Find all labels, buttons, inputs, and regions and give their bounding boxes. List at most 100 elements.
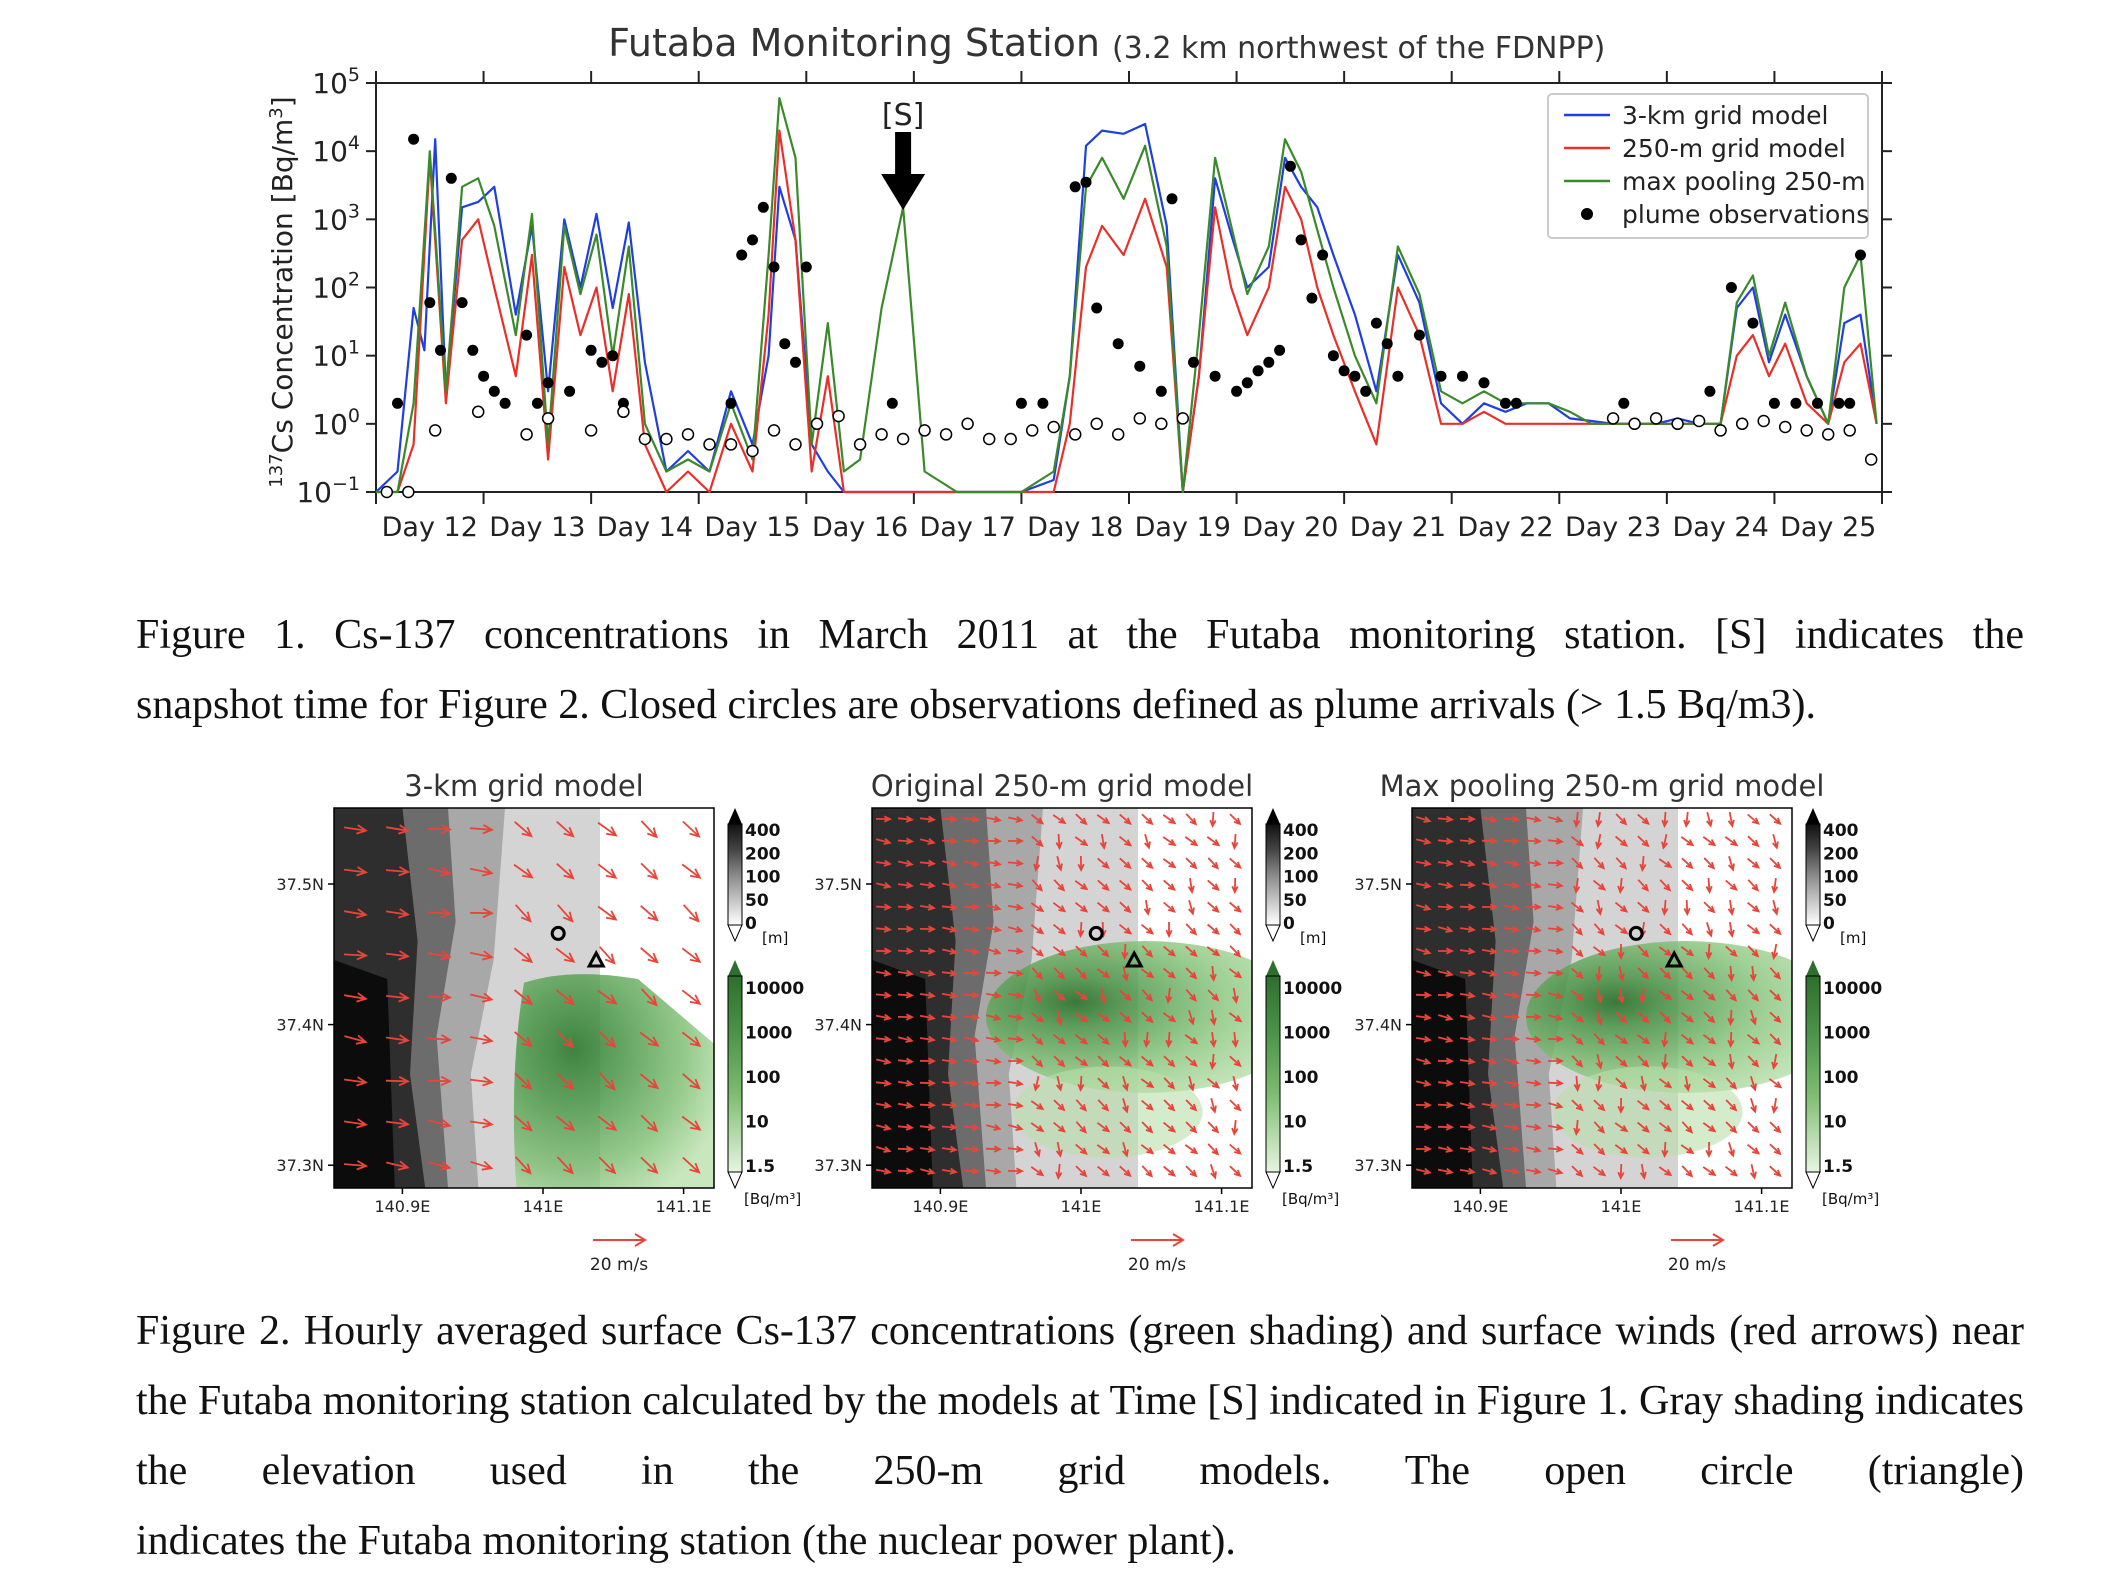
observation-point — [747, 234, 758, 246]
wind-arrow — [1481, 1123, 1498, 1131]
non-plume-point — [724, 438, 738, 451]
wind-arrow — [1141, 989, 1154, 1002]
wind-arrow — [343, 1160, 369, 1171]
wind-arrow — [1096, 1144, 1111, 1155]
wind-arrow — [1681, 1165, 1694, 1178]
wind-arrow — [1033, 1076, 1041, 1092]
observation-point — [542, 377, 554, 389]
figure1-caption: Figure 1. Cs-137 concentrations in March… — [136, 600, 2024, 740]
wind-arrow — [876, 1057, 892, 1065]
wind-arrow — [1008, 926, 1024, 933]
wind-arrow — [1637, 835, 1650, 848]
wind-arrow — [1099, 833, 1107, 850]
observation-point — [1413, 329, 1425, 341]
wind-arrow — [1614, 1122, 1629, 1133]
wind-arrow — [1163, 945, 1176, 957]
wind-arrow — [1681, 923, 1694, 936]
y-tick-label: 102 — [312, 269, 360, 305]
wind-arrow — [1459, 969, 1477, 977]
wind-arrow — [1702, 1166, 1717, 1177]
wind-arrow — [1771, 877, 1779, 894]
wind-arrow — [1162, 1012, 1177, 1023]
wind-arrow — [1231, 833, 1239, 851]
wind-arrow — [963, 1036, 980, 1043]
non-plume-point — [1606, 412, 1620, 425]
wind-arrow — [1525, 882, 1542, 889]
wind-arrow — [1571, 1055, 1584, 1068]
wind-arrow — [1097, 857, 1110, 869]
wind-arrow — [1437, 1145, 1454, 1153]
wind-arrow — [1228, 1012, 1243, 1023]
observation-point — [1618, 397, 1630, 409]
non-plume-point — [767, 424, 781, 437]
observation-point — [488, 385, 500, 397]
wind-arrow — [1229, 813, 1242, 826]
observation-point — [1252, 365, 1264, 377]
y-tick-label: 101 — [312, 337, 360, 373]
wind-arrow — [1637, 901, 1650, 914]
concentration-level-label: 10000 — [1823, 979, 1882, 999]
wind-arrow — [986, 882, 1002, 889]
wind-arrow — [985, 1057, 1002, 1065]
wind-arrow — [1525, 1146, 1542, 1153]
non-plume-point — [939, 428, 953, 441]
wind-arrow — [1437, 1167, 1454, 1175]
wind-arrow — [1768, 1078, 1783, 1089]
legend-3km: 3-km grid model — [1622, 101, 1828, 130]
wind-arrow — [1615, 813, 1628, 826]
wind-arrow — [1548, 1168, 1564, 1175]
wind-arrow — [1481, 882, 1498, 889]
wind-arrow — [1503, 925, 1520, 933]
wind-arrow — [1548, 816, 1564, 823]
wind-arrow — [1033, 855, 1041, 872]
wind-arrow — [640, 820, 658, 839]
observation-point — [736, 249, 748, 261]
wind-arrow — [1437, 837, 1455, 845]
wind-arrow — [963, 881, 980, 889]
wind-arrow — [1437, 970, 1454, 977]
wind-arrow — [1143, 1031, 1151, 1049]
wind-arrow — [919, 1145, 936, 1153]
wind-arrow — [1415, 837, 1432, 845]
wind-arrow — [470, 1034, 494, 1045]
wind-arrow — [919, 1101, 937, 1109]
non-plume-point — [961, 417, 974, 431]
wind-arrow — [1007, 1035, 1025, 1043]
non-plume-point — [1004, 432, 1017, 446]
wind-arrow — [1503, 1080, 1520, 1087]
wind-arrow — [1163, 1165, 1176, 1177]
wind-arrow — [1725, 1099, 1738, 1112]
elevation-unit: [m] — [1840, 929, 1866, 947]
wind-arrow — [1119, 901, 1132, 914]
wind-arrow — [1595, 965, 1603, 983]
wind-arrow — [1592, 879, 1607, 891]
wind-arrow — [1052, 923, 1067, 935]
wind-arrow — [875, 925, 893, 933]
wind-arrow — [875, 1101, 892, 1109]
plant-marker — [1124, 949, 1144, 968]
wind-arrow — [1144, 834, 1151, 850]
wind-arrow — [1099, 987, 1107, 1004]
observation-point — [725, 397, 737, 409]
wind-arrow — [941, 815, 959, 823]
wind-arrow — [1184, 1034, 1199, 1045]
wind-arrow — [1163, 967, 1176, 979]
wind-arrow — [1052, 1033, 1067, 1045]
wind-arrow — [1593, 1099, 1606, 1112]
wind-arrow — [1207, 857, 1220, 870]
wind-arrow — [1185, 967, 1198, 980]
wind-arrow — [897, 1013, 915, 1021]
wind-arrow — [1163, 901, 1176, 913]
chart-title: Futaba Monitoring Station — [608, 21, 1100, 65]
wind-arrow — [1415, 1101, 1433, 1109]
observation-point — [1725, 282, 1737, 293]
wind-arrow — [1683, 1075, 1691, 1092]
wind-arrow — [1570, 835, 1585, 847]
wind-arrow — [1438, 991, 1455, 999]
wind-arrow — [963, 1145, 981, 1153]
wind-arrow — [1548, 1014, 1564, 1021]
elevation-level-label: 100 — [1283, 868, 1319, 888]
wind-arrow — [1416, 816, 1432, 823]
wind-arrow — [1053, 989, 1066, 1001]
wind-arrow — [1595, 833, 1603, 850]
